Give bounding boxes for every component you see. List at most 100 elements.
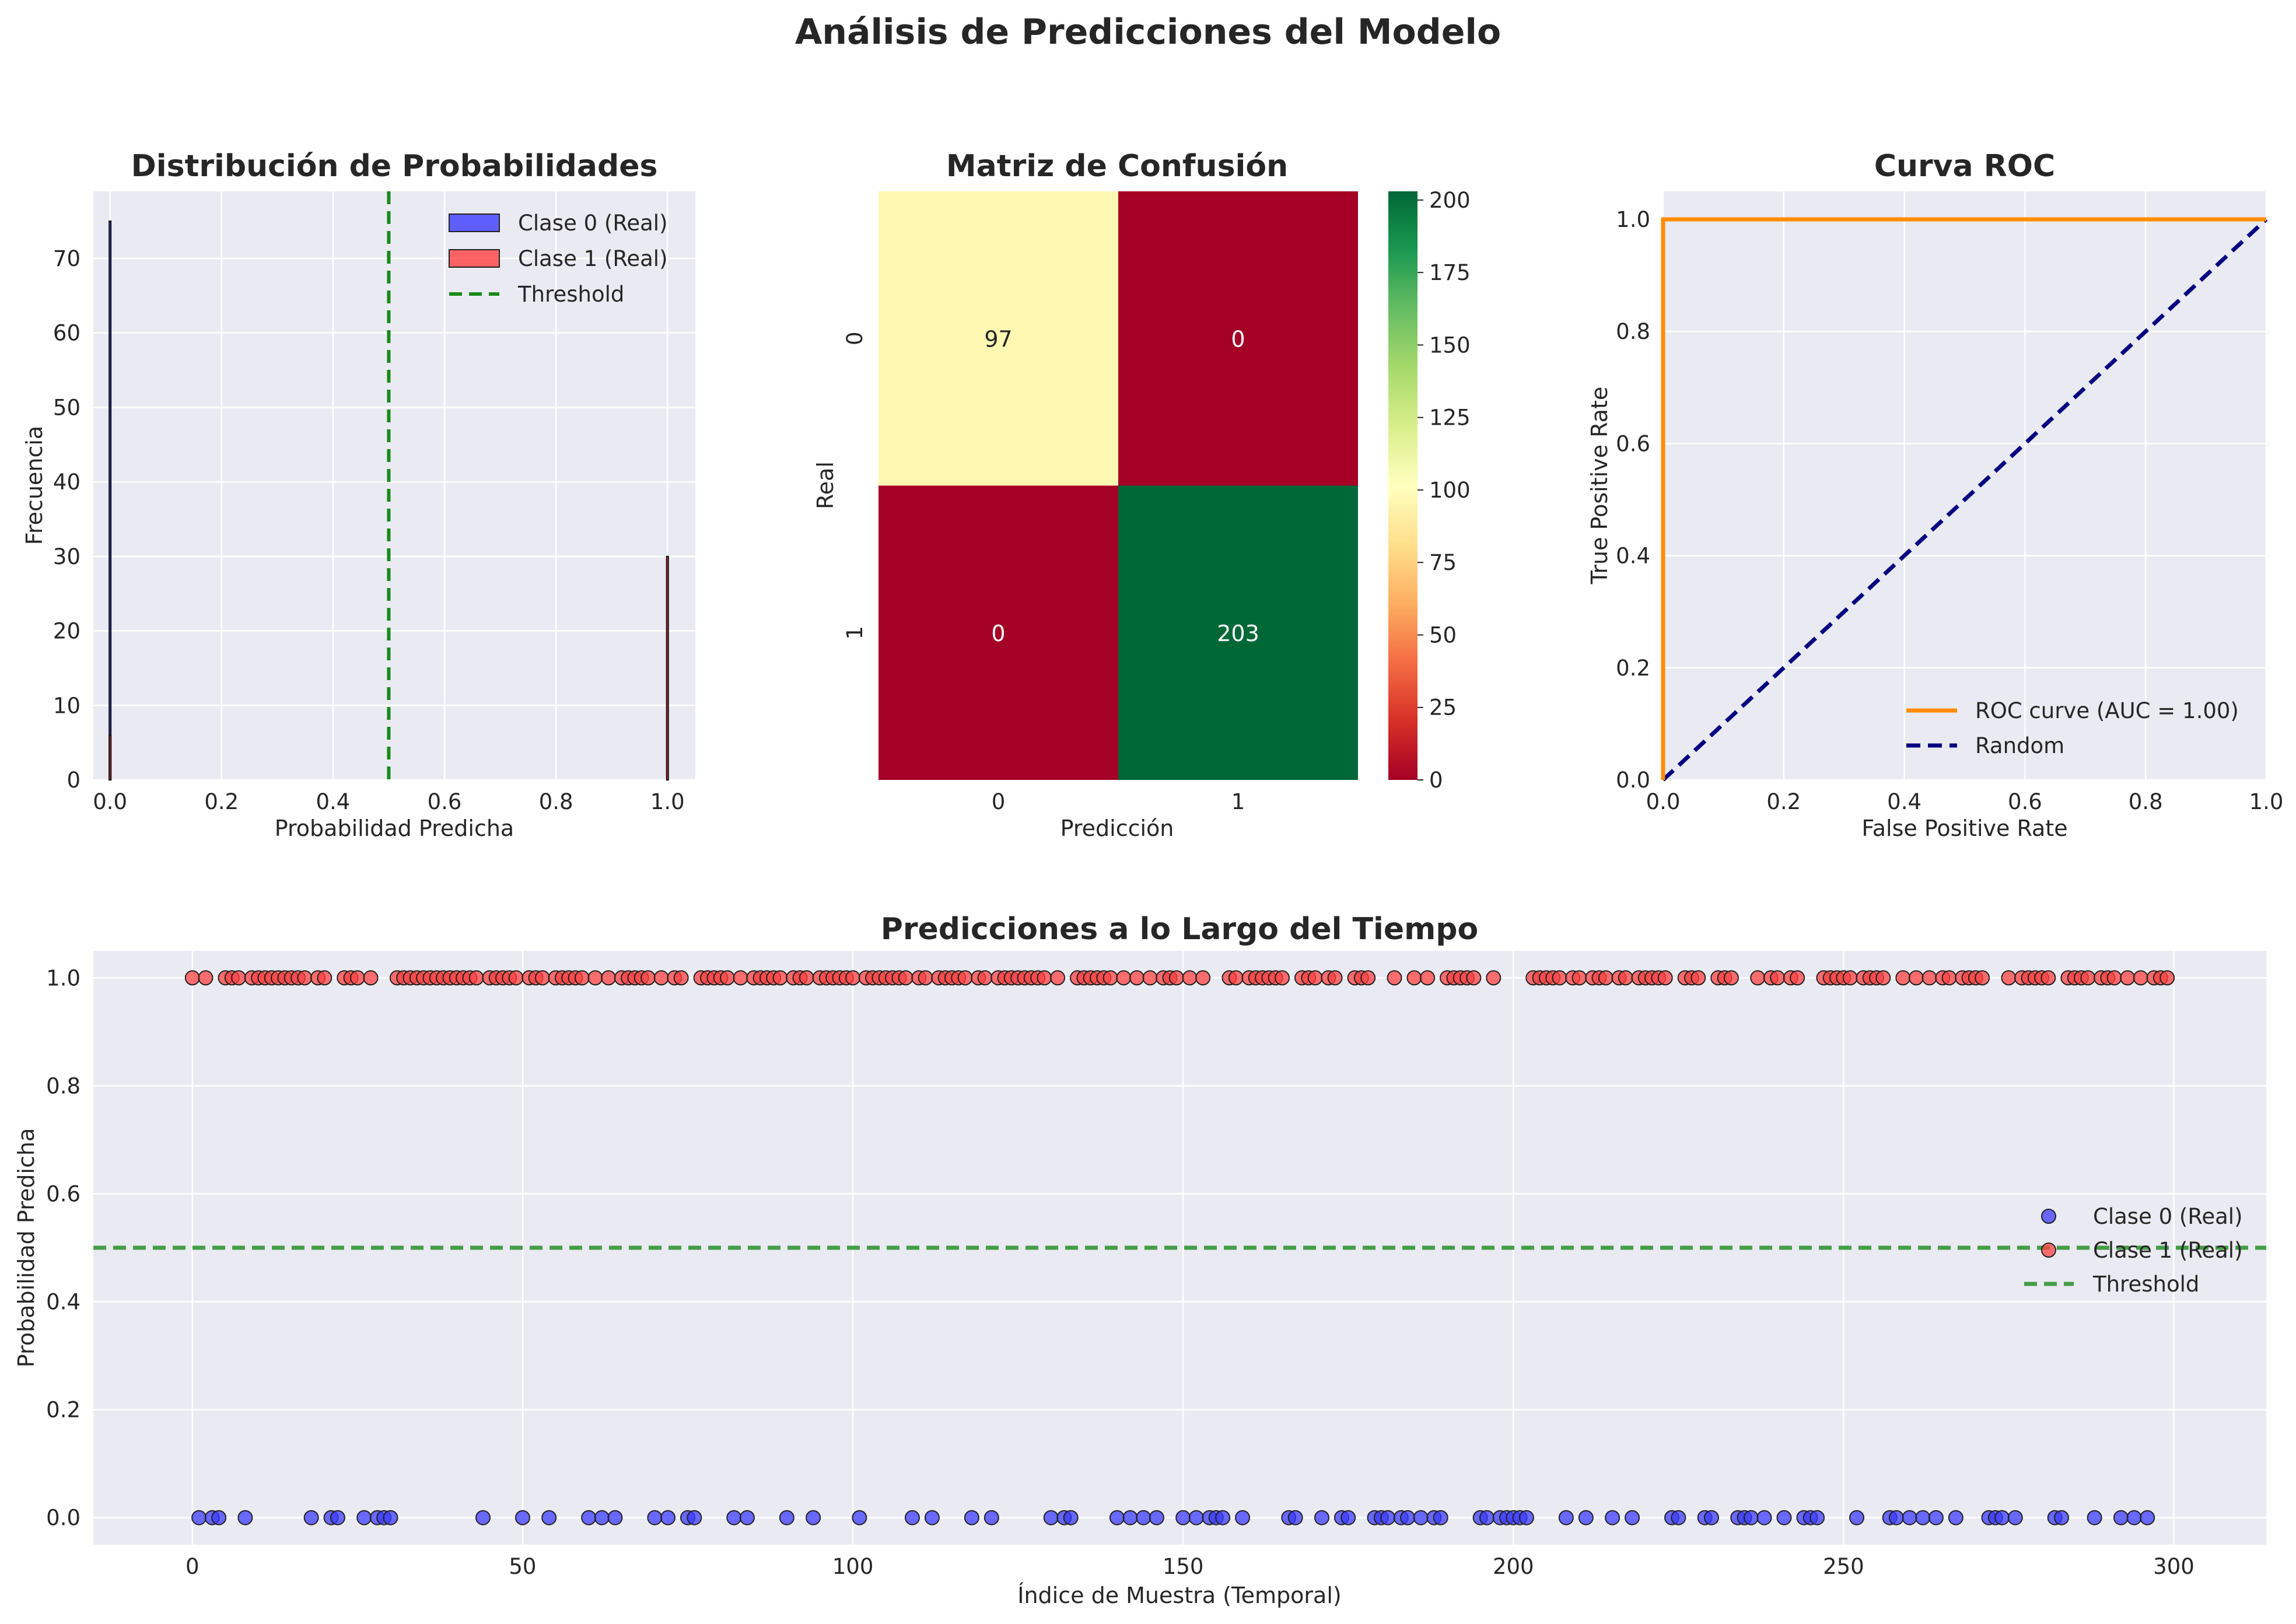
time-point-class1	[640, 970, 656, 986]
time-point-class1	[918, 970, 933, 986]
time-point-class0	[779, 1510, 794, 1525]
time-point-class1	[1228, 970, 1244, 986]
time-point-class1	[1690, 970, 1706, 986]
hist-plot-area	[93, 191, 695, 780]
hist-ytick-label: 30	[53, 544, 80, 569]
cm-title: Matriz de Confusión	[946, 149, 1288, 184]
time-point-class0	[2054, 1510, 2070, 1525]
time-point-class0	[1413, 1510, 1429, 1525]
time-xtick-label: 100	[832, 1554, 874, 1579]
time-point-class1	[1037, 970, 1052, 986]
time-point-class0	[1558, 1510, 1574, 1525]
time-point-class1	[1116, 970, 1132, 986]
time-legend-marker-class0	[2041, 1209, 2056, 1224]
roc-xtick-label: 0.8	[2129, 789, 2163, 814]
time-point-class0	[924, 1510, 940, 1525]
time-point-class1	[2133, 970, 2148, 986]
time-point-class0	[1433, 1510, 1448, 1525]
time-legend: Clase 0 (Real) Clase 1 (Real) Threshold	[2024, 1204, 2243, 1297]
time-point-class0	[330, 1510, 345, 1525]
time-point-class1	[1327, 970, 1343, 986]
cm-cell-0-1	[1118, 191, 1358, 486]
time-point-class1	[534, 970, 550, 986]
time-xtick-label: 150	[1163, 1554, 1204, 1579]
roc-ytick-label: 0.4	[1616, 544, 1650, 569]
time-point-class0	[475, 1510, 491, 1525]
roc-random-line	[1661, 218, 2268, 782]
time-point-class1	[1552, 970, 1567, 986]
roc-ytick-label: 0.2	[1616, 656, 1650, 681]
time-point-class0	[383, 1510, 398, 1525]
cm-row-label: 0	[842, 331, 867, 345]
time-point-class1	[1195, 970, 1211, 986]
time-ytick-label: 0.4	[46, 1290, 80, 1315]
time-point-class1	[1387, 970, 1402, 986]
time-point-class1	[799, 970, 814, 986]
hist-xtick-label: 0.2	[204, 789, 239, 814]
time-legend-label-class1: Clase 1 (Real)	[2093, 1238, 2243, 1263]
time-point-class0	[607, 1510, 623, 1525]
time-legend-label-class0: Clase 0 (Real)	[2093, 1204, 2243, 1229]
time-point-class0	[1888, 1510, 1904, 1525]
time-point-class0	[1928, 1510, 1944, 1525]
time-point-class0	[1479, 1510, 1494, 1525]
time-point-class0	[1235, 1510, 1251, 1525]
panel-roc: 0.0 0.2 0.4 0.6 0.8 1.0 0.0 0.2 0.4 0.6 0.8 1.0 Cur…	[1587, 149, 2283, 841]
panel-time-scatter: 0 50 100 150 200 250 300 0.0 0.2 0.4 0.6 0.8 1.0 Pre…	[13, 912, 2266, 1608]
cm-colorbar-tick-label: 100	[1429, 478, 1471, 503]
hist-bar-class1	[666, 555, 669, 780]
roc-curve-line	[1661, 217, 2266, 780]
hist-ytick-label: 40	[53, 470, 80, 495]
time-point-class1	[1466, 970, 1482, 986]
time-point-class1	[198, 970, 214, 986]
time-point-class1	[719, 970, 735, 986]
roc-legend-label-random: Random	[1975, 733, 2064, 758]
hist-bar-class1	[108, 734, 112, 780]
time-point-class0	[660, 1510, 676, 1525]
hist-legend-label-class1: Clase 1 (Real)	[518, 246, 668, 271]
hist-xtick-label: 0.4	[316, 789, 350, 814]
time-point-class1	[363, 970, 379, 986]
hist-bar-class0	[108, 220, 112, 780]
cm-cell-0-0	[878, 191, 1118, 486]
hist-ylabel: Frecuencia	[22, 426, 47, 545]
time-point-class1	[2001, 970, 2017, 986]
cm-col-label: 1	[1231, 789, 1245, 814]
time-point-class1	[1360, 970, 1376, 986]
time-point-class1	[1618, 970, 1633, 986]
time-point-class1	[733, 970, 748, 986]
cm-colorbar	[1388, 191, 1418, 780]
cm-colorbar-tick-label: 150	[1429, 332, 1471, 358]
cm-row-label: 1	[842, 626, 867, 640]
time-point-class0	[687, 1510, 702, 1525]
time-point-class1	[1975, 970, 1990, 986]
time-xtick-label: 200	[1493, 1554, 1534, 1579]
cm-colorbar-tick-label: 0	[1429, 768, 1443, 793]
time-point-class0	[1849, 1510, 1865, 1525]
time-point-class1	[1723, 970, 1739, 986]
time-point-class0	[1625, 1510, 1640, 1525]
cm-cell-value: 97	[984, 326, 1012, 352]
time-point-class0	[1380, 1510, 1396, 1525]
time-point-class0	[806, 1510, 821, 1525]
time-point-class1	[297, 970, 313, 986]
roc-ytick-label: 1.0	[1616, 207, 1650, 232]
time-point-class0	[1776, 1510, 1792, 1525]
cm-cell-1-1	[1118, 485, 1358, 780]
time-point-class0	[1314, 1510, 1329, 1525]
time-point-class0	[964, 1510, 979, 1525]
time-point-class1	[2080, 970, 2096, 986]
time-point-class0	[1671, 1510, 1686, 1525]
time-point-class1	[1842, 970, 1858, 986]
time-point-class0	[1340, 1510, 1356, 1525]
time-point-class1	[673, 970, 689, 986]
time-point-class1	[2160, 970, 2175, 986]
time-ytick-label: 1.0	[46, 965, 80, 991]
time-point-class1	[1941, 970, 1957, 986]
cm-colorbar-tick-label: 200	[1429, 188, 1471, 213]
time-point-class1	[1307, 970, 1323, 986]
time-point-class0	[1215, 1510, 1231, 1525]
roc-xtick-label: 0.0	[1646, 789, 1681, 814]
cm-colorbar-tick-label: 175	[1429, 260, 1471, 285]
time-point-class1	[845, 970, 861, 986]
